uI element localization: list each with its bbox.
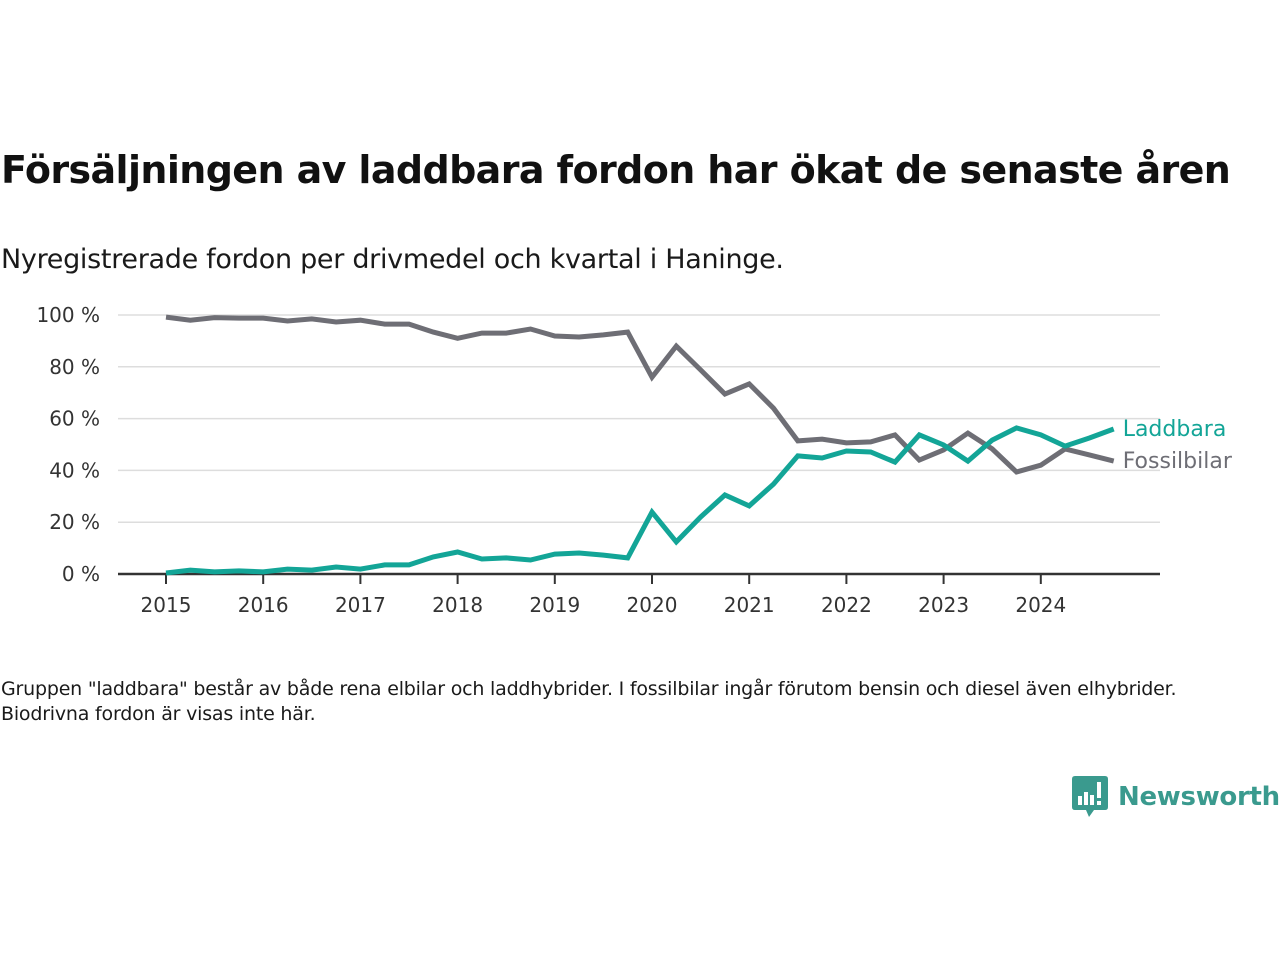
y-tick-label: 100 % [36, 303, 100, 327]
y-tick-label: 0 % [62, 562, 100, 586]
x-tick-label: 2016 [238, 593, 289, 617]
x-tick-label: 2020 [627, 593, 678, 617]
y-tick-label: 20 % [49, 510, 100, 534]
y-tick-label: 40 % [49, 458, 100, 482]
chart-title: Försäljningen av laddbara fordon har öka… [1, 148, 1231, 192]
x-tick-label: 2024 [1015, 593, 1066, 617]
bar-chart-speech-bubble-icon [1072, 776, 1108, 817]
x-tick-label: 2023 [918, 593, 969, 617]
y-tick-label: 80 % [49, 355, 100, 379]
grid-lines [118, 314, 1160, 523]
y-tick-label: 60 % [49, 407, 100, 431]
x-axis [118, 572, 1160, 584]
x-tick-label: 2018 [432, 593, 483, 617]
series-end-labels: Laddbara Fossilbilar [1123, 417, 1233, 474]
x-tick-label: 2017 [335, 593, 386, 617]
x-tick-label: 2022 [821, 593, 872, 617]
x-tick-label: 2015 [141, 593, 192, 617]
series-line-laddbara [165, 425, 1115, 576]
series-line-fossilbilar [165, 314, 1115, 475]
footnote: Gruppen "laddbara" består av både rena e… [1, 678, 1177, 725]
x-tick-label: 2021 [724, 593, 775, 617]
series-lines [165, 314, 1115, 576]
x-axis-tick-labels: 2015 2016 2017 2018 2019 2020 2021 2022 2023 2024 [141, 593, 1067, 617]
logo-wordmark: Newsworthy [1118, 782, 1280, 812]
chart-subtitle: Nyregistrerade fordon per drivmedel och … [1, 244, 784, 275]
newsworthy-logo: Newsworthy [1072, 776, 1280, 818]
x-tick-label: 2019 [529, 593, 580, 617]
y-axis-tick-labels: 0 % 20 % 40 % 60 % 80 % 100 % [36, 303, 100, 586]
legend-label-laddbara: Laddbara [1123, 417, 1227, 442]
legend-label-fossilbilar: Fossilbilar [1123, 449, 1233, 474]
line-chart: 0 %20 %40 %60 %80 %100 % 2015 2016 2017 201… [36, 303, 1233, 617]
